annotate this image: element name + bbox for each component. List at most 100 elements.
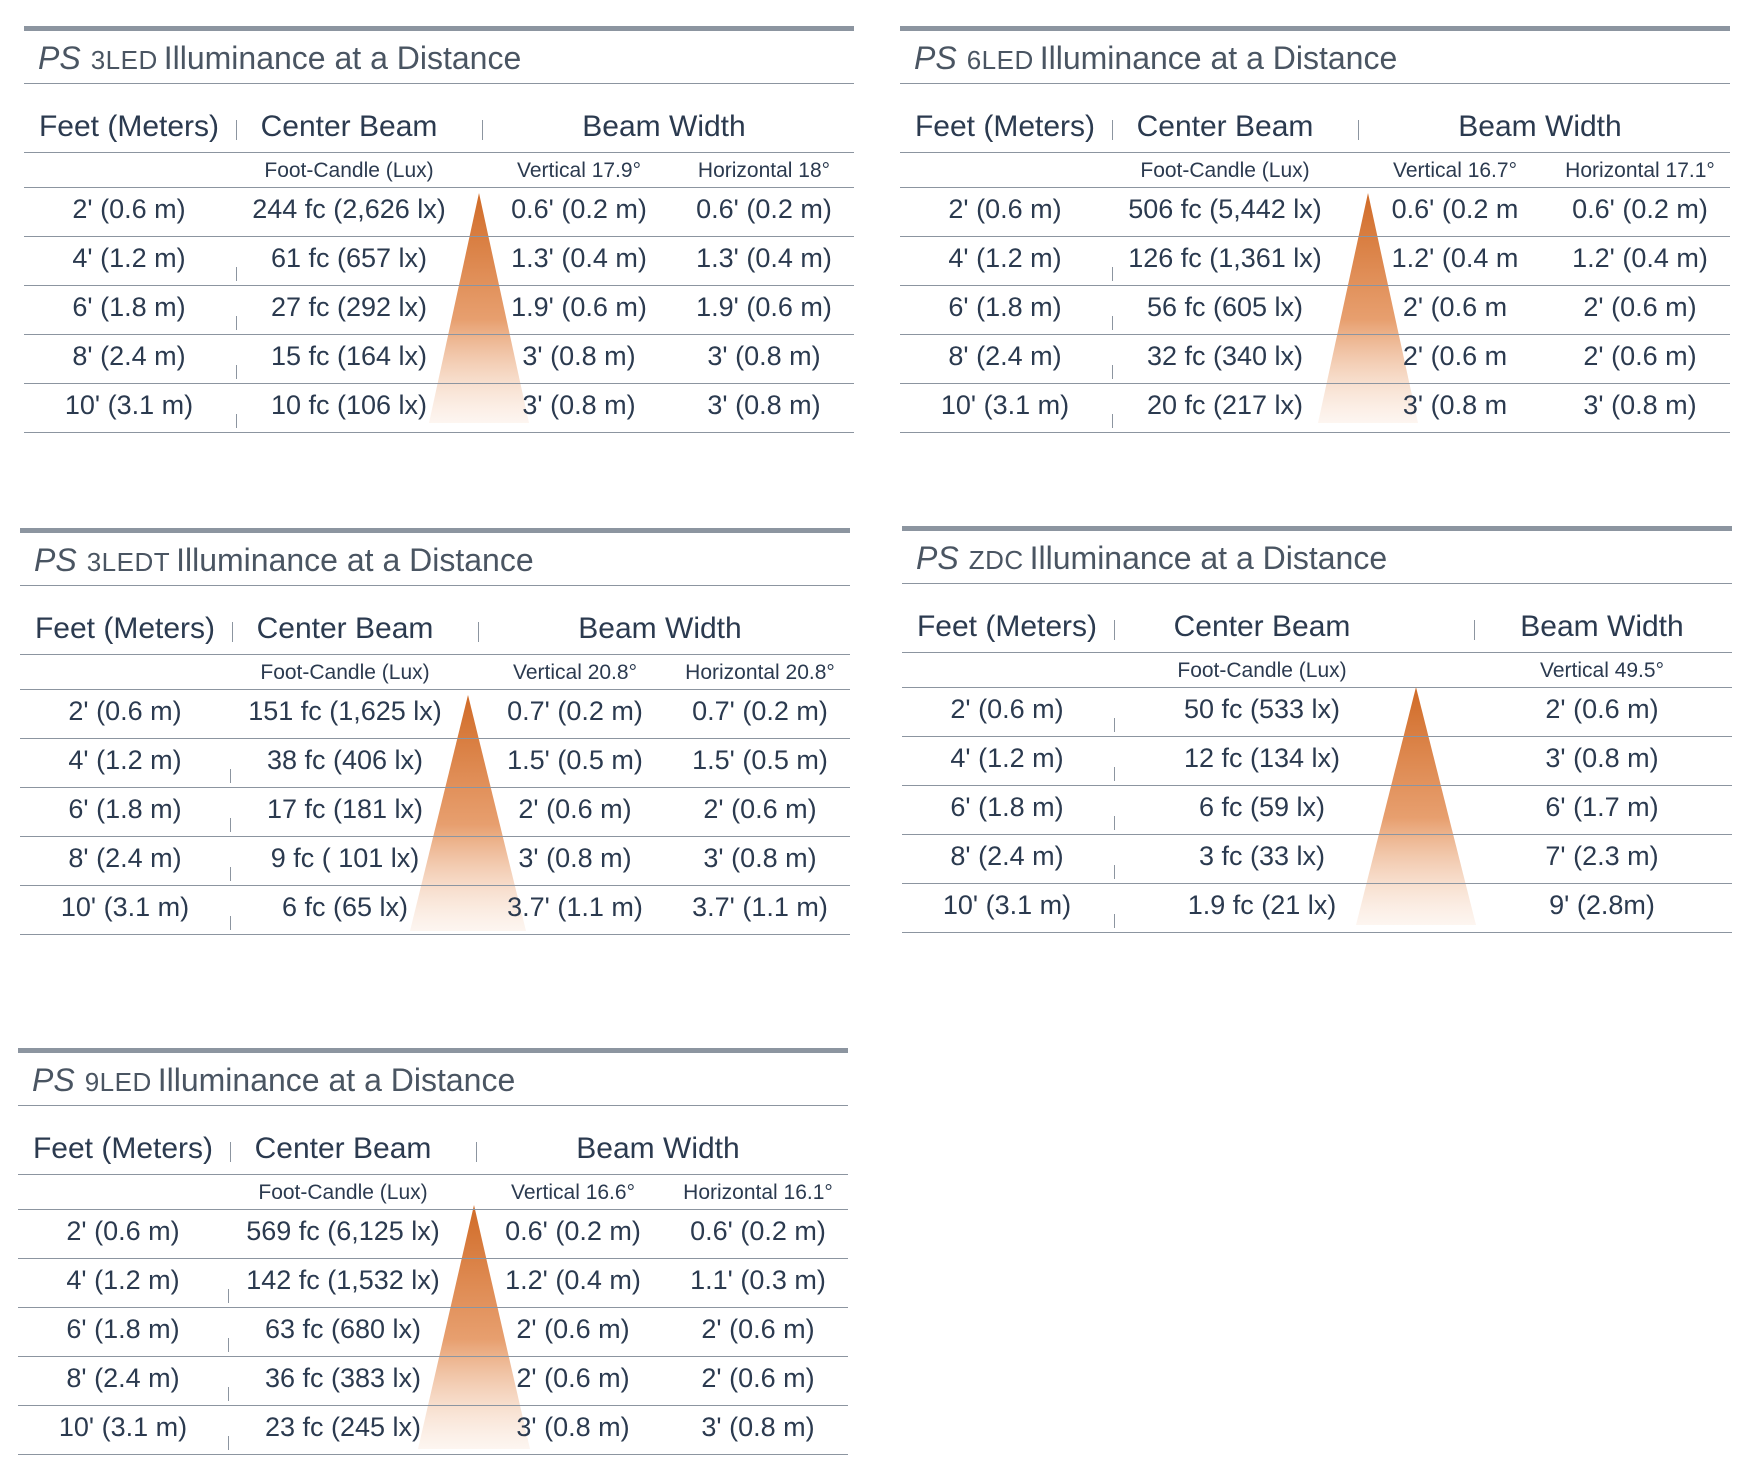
subheader-row: Foot-Candle (Lux) Vertical 16.7° Horizon…	[900, 153, 1730, 188]
table-row: 2' (0.6 m) 151 fc (1,625 lx) 0.7' (0.2 m) 0…	[20, 690, 850, 739]
cell-center-beam: 56 fc (605 lx)	[1146, 292, 1304, 322]
cell-vertical: 3' (0.8 m)	[518, 843, 632, 873]
table-row: 6' (1.8 m) 27 fc (292 lx) 1.9' (0.6 m) 1.9'…	[24, 286, 854, 335]
divider-tick	[232, 622, 233, 642]
table-row: 2' (0.6 m) 569 fc (6,125 lx) 0.6' (0.2 m) 0…	[18, 1210, 848, 1259]
table-row: 10' (3.1 m) 6 fc (65 lx) 3.7' (1.1 m) 3.7' …	[20, 886, 850, 935]
table-body: Foot-Candle (Lux) Vertical 49.5° 2' (0.6…	[902, 653, 1732, 933]
subheader-horizontal: Horizontal 20.8°	[685, 661, 835, 684]
table-title: PS 6LED Illuminance at a Distance	[900, 31, 1730, 84]
cell-horizontal: 3' (0.8 m)	[1583, 390, 1697, 420]
cell-center-beam: 1.9 fc (21 lx)	[1187, 890, 1337, 920]
cell-vertical: 1.3' (0.4 m)	[511, 243, 647, 273]
divider-tick	[236, 267, 237, 281]
divider-tick	[230, 818, 231, 832]
divider-tick	[478, 622, 479, 642]
cell-vertical: 6' (1.7 m)	[1545, 792, 1659, 822]
divider-tick	[228, 1436, 229, 1450]
table-row: 4' (1.2 m) 38 fc (406 lx) 1.5' (0.5 m) 1.5'…	[20, 739, 850, 788]
cell-distance: 4' (1.2 m)	[950, 743, 1064, 773]
table-row: 4' (1.2 m) 12 fc (134 lx) 3' (0.8 m)	[902, 737, 1732, 786]
divider-tick	[1358, 120, 1359, 140]
cell-vertical: 7' (2.3 m)	[1545, 841, 1659, 871]
divider-tick	[1112, 120, 1113, 140]
title-suffix: Illuminance at a Distance	[157, 1062, 516, 1098]
subheader-vertical: Vertical 16.6°	[511, 1181, 635, 1204]
cell-vertical: 2' (0.6 m	[1402, 292, 1508, 322]
cell-vertical: 2' (0.6 m	[1402, 341, 1508, 371]
cell-distance: 8' (2.4 m)	[948, 341, 1062, 371]
cell-center-beam: 244 fc (2,626 lx)	[252, 194, 446, 224]
table-body: Foot-Candle (Lux) Vertical 20.8° Horizon…	[20, 655, 850, 935]
cell-distance: 6' (1.8 m)	[948, 292, 1062, 322]
divider-tick	[236, 365, 237, 379]
subheader-foot-candle: Foot-Candle (Lux)	[258, 1181, 428, 1204]
cell-vertical: 0.6' (0.2 m	[1391, 194, 1519, 224]
subheader-horizontal: Horizontal 17.1°	[1565, 159, 1715, 182]
subheader-horizontal: Horizontal 16.1°	[683, 1181, 833, 1204]
cell-vertical: 0.7' (0.2 m)	[507, 696, 643, 726]
subheader-foot-candle: Foot-Candle (Lux)	[264, 159, 434, 182]
subheader-row: Foot-Candle (Lux) Vertical 17.9° Horizon…	[24, 153, 854, 188]
divider-tick	[1112, 365, 1113, 379]
cell-center-beam: 142 fc (1,532 lx)	[246, 1265, 440, 1295]
header-beam-width: Beam Width	[1520, 610, 1684, 643]
cell-distance: 8' (2.4 m)	[72, 341, 186, 371]
table-row: 6' (1.8 m) 56 fc (605 lx) 2' (0.6 m 2' (0.6…	[900, 286, 1730, 335]
brand-label: PS	[32, 1062, 75, 1098]
beam-cone-graphic	[1356, 687, 1476, 925]
cell-vertical: 2' (0.6 m)	[1545, 694, 1659, 724]
cell-vertical: 3' (0.8 m)	[522, 341, 636, 371]
cell-distance: 6' (1.8 m)	[66, 1314, 180, 1344]
cell-vertical: 1.5' (0.5 m)	[507, 745, 643, 775]
subheader-foot-candle: Foot-Candle (Lux)	[1140, 159, 1310, 182]
cell-distance: 2' (0.6 m)	[948, 194, 1062, 224]
title-suffix: Illuminance at a Distance	[1039, 40, 1398, 76]
table-row: 6' (1.8 m) 63 fc (680 lx) 2' (0.6 m) 2' (0.…	[18, 1308, 848, 1357]
header-distance: Feet (Meters)	[38, 110, 220, 143]
cell-center-beam: 36 fc (383 lx)	[264, 1363, 422, 1393]
table-body: Foot-Candle (Lux) Vertical 16.6° Horizon…	[18, 1175, 848, 1455]
cell-distance: 6' (1.8 m)	[68, 794, 182, 824]
title-suffix: Illuminance at a Distance	[1029, 540, 1388, 576]
cell-horizontal: 2' (0.6 m)	[701, 1314, 815, 1344]
illuminance-table-zdc: PS ZDC Illuminance at a Distance Feet (Met…	[902, 526, 1732, 933]
table-row: 8' (2.4 m) 3 fc (33 lx) 7' (2.3 m)	[902, 835, 1732, 884]
header-beam-width: Beam Width	[582, 110, 746, 143]
cell-center-beam: 506 fc (5,442 lx)	[1128, 194, 1322, 224]
beam-cone-graphic	[1318, 193, 1418, 423]
table-row: 2' (0.6 m) 244 fc (2,626 lx) 0.6' (0.2 m) 0…	[24, 188, 854, 237]
illuminance-table-3led: PS 3LED Illuminance at a Distance Feet (Me…	[24, 26, 854, 433]
subheader-horizontal: Horizontal 18°	[697, 159, 831, 182]
cell-center-beam: 126 fc (1,361 lx)	[1128, 243, 1322, 273]
cell-center-beam: 27 fc (292 lx)	[270, 292, 428, 322]
subheader-row: Foot-Candle (Lux) Vertical 20.8° Horizon…	[20, 655, 850, 690]
cell-vertical: 2' (0.6 m)	[516, 1363, 630, 1393]
header-center-beam: Center Beam	[260, 110, 438, 143]
cell-horizontal: 1.9' (0.6 m)	[696, 292, 832, 322]
cell-distance: 10' (3.1 m)	[942, 890, 1072, 920]
cell-distance: 10' (3.1 m)	[60, 892, 190, 922]
subheader-vertical: Vertical 17.9°	[517, 159, 641, 182]
cell-center-beam: 9 fc ( 101 lx)	[270, 843, 420, 873]
cell-distance: 8' (2.4 m)	[68, 843, 182, 873]
table-row: 6' (1.8 m) 6 fc (59 lx) 6' (1.7 m)	[902, 786, 1732, 835]
cell-center-beam: 17 fc (181 lx)	[266, 794, 424, 824]
cell-horizontal: 3' (0.8 m)	[707, 390, 821, 420]
cell-distance: 6' (1.8 m)	[950, 792, 1064, 822]
cell-center-beam: 50 fc (533 lx)	[1183, 694, 1341, 724]
header-center-beam: Center Beam	[1136, 110, 1314, 143]
divider-tick	[1112, 316, 1113, 330]
table-title: PS 3LED Illuminance at a Distance	[24, 31, 854, 84]
cell-vertical: 3' (0.8 m)	[1545, 743, 1659, 773]
cell-distance: 2' (0.6 m)	[72, 194, 186, 224]
cell-vertical: 3' (0.8 m)	[522, 390, 636, 420]
divider-tick	[482, 120, 483, 140]
cell-horizontal: 2' (0.6 m)	[701, 1363, 815, 1393]
cell-center-beam: 569 fc (6,125 lx)	[246, 1216, 440, 1246]
table-row: 4' (1.2 m) 142 fc (1,532 lx) 1.2' (0.4 m) 1…	[18, 1259, 848, 1308]
brand-label: PS	[38, 40, 81, 76]
divider-tick	[228, 1387, 229, 1401]
divider-tick	[476, 1142, 477, 1162]
table-row: 8' (2.4 m) 32 fc (340 lx) 2' (0.6 m 2' (0.6…	[900, 335, 1730, 384]
